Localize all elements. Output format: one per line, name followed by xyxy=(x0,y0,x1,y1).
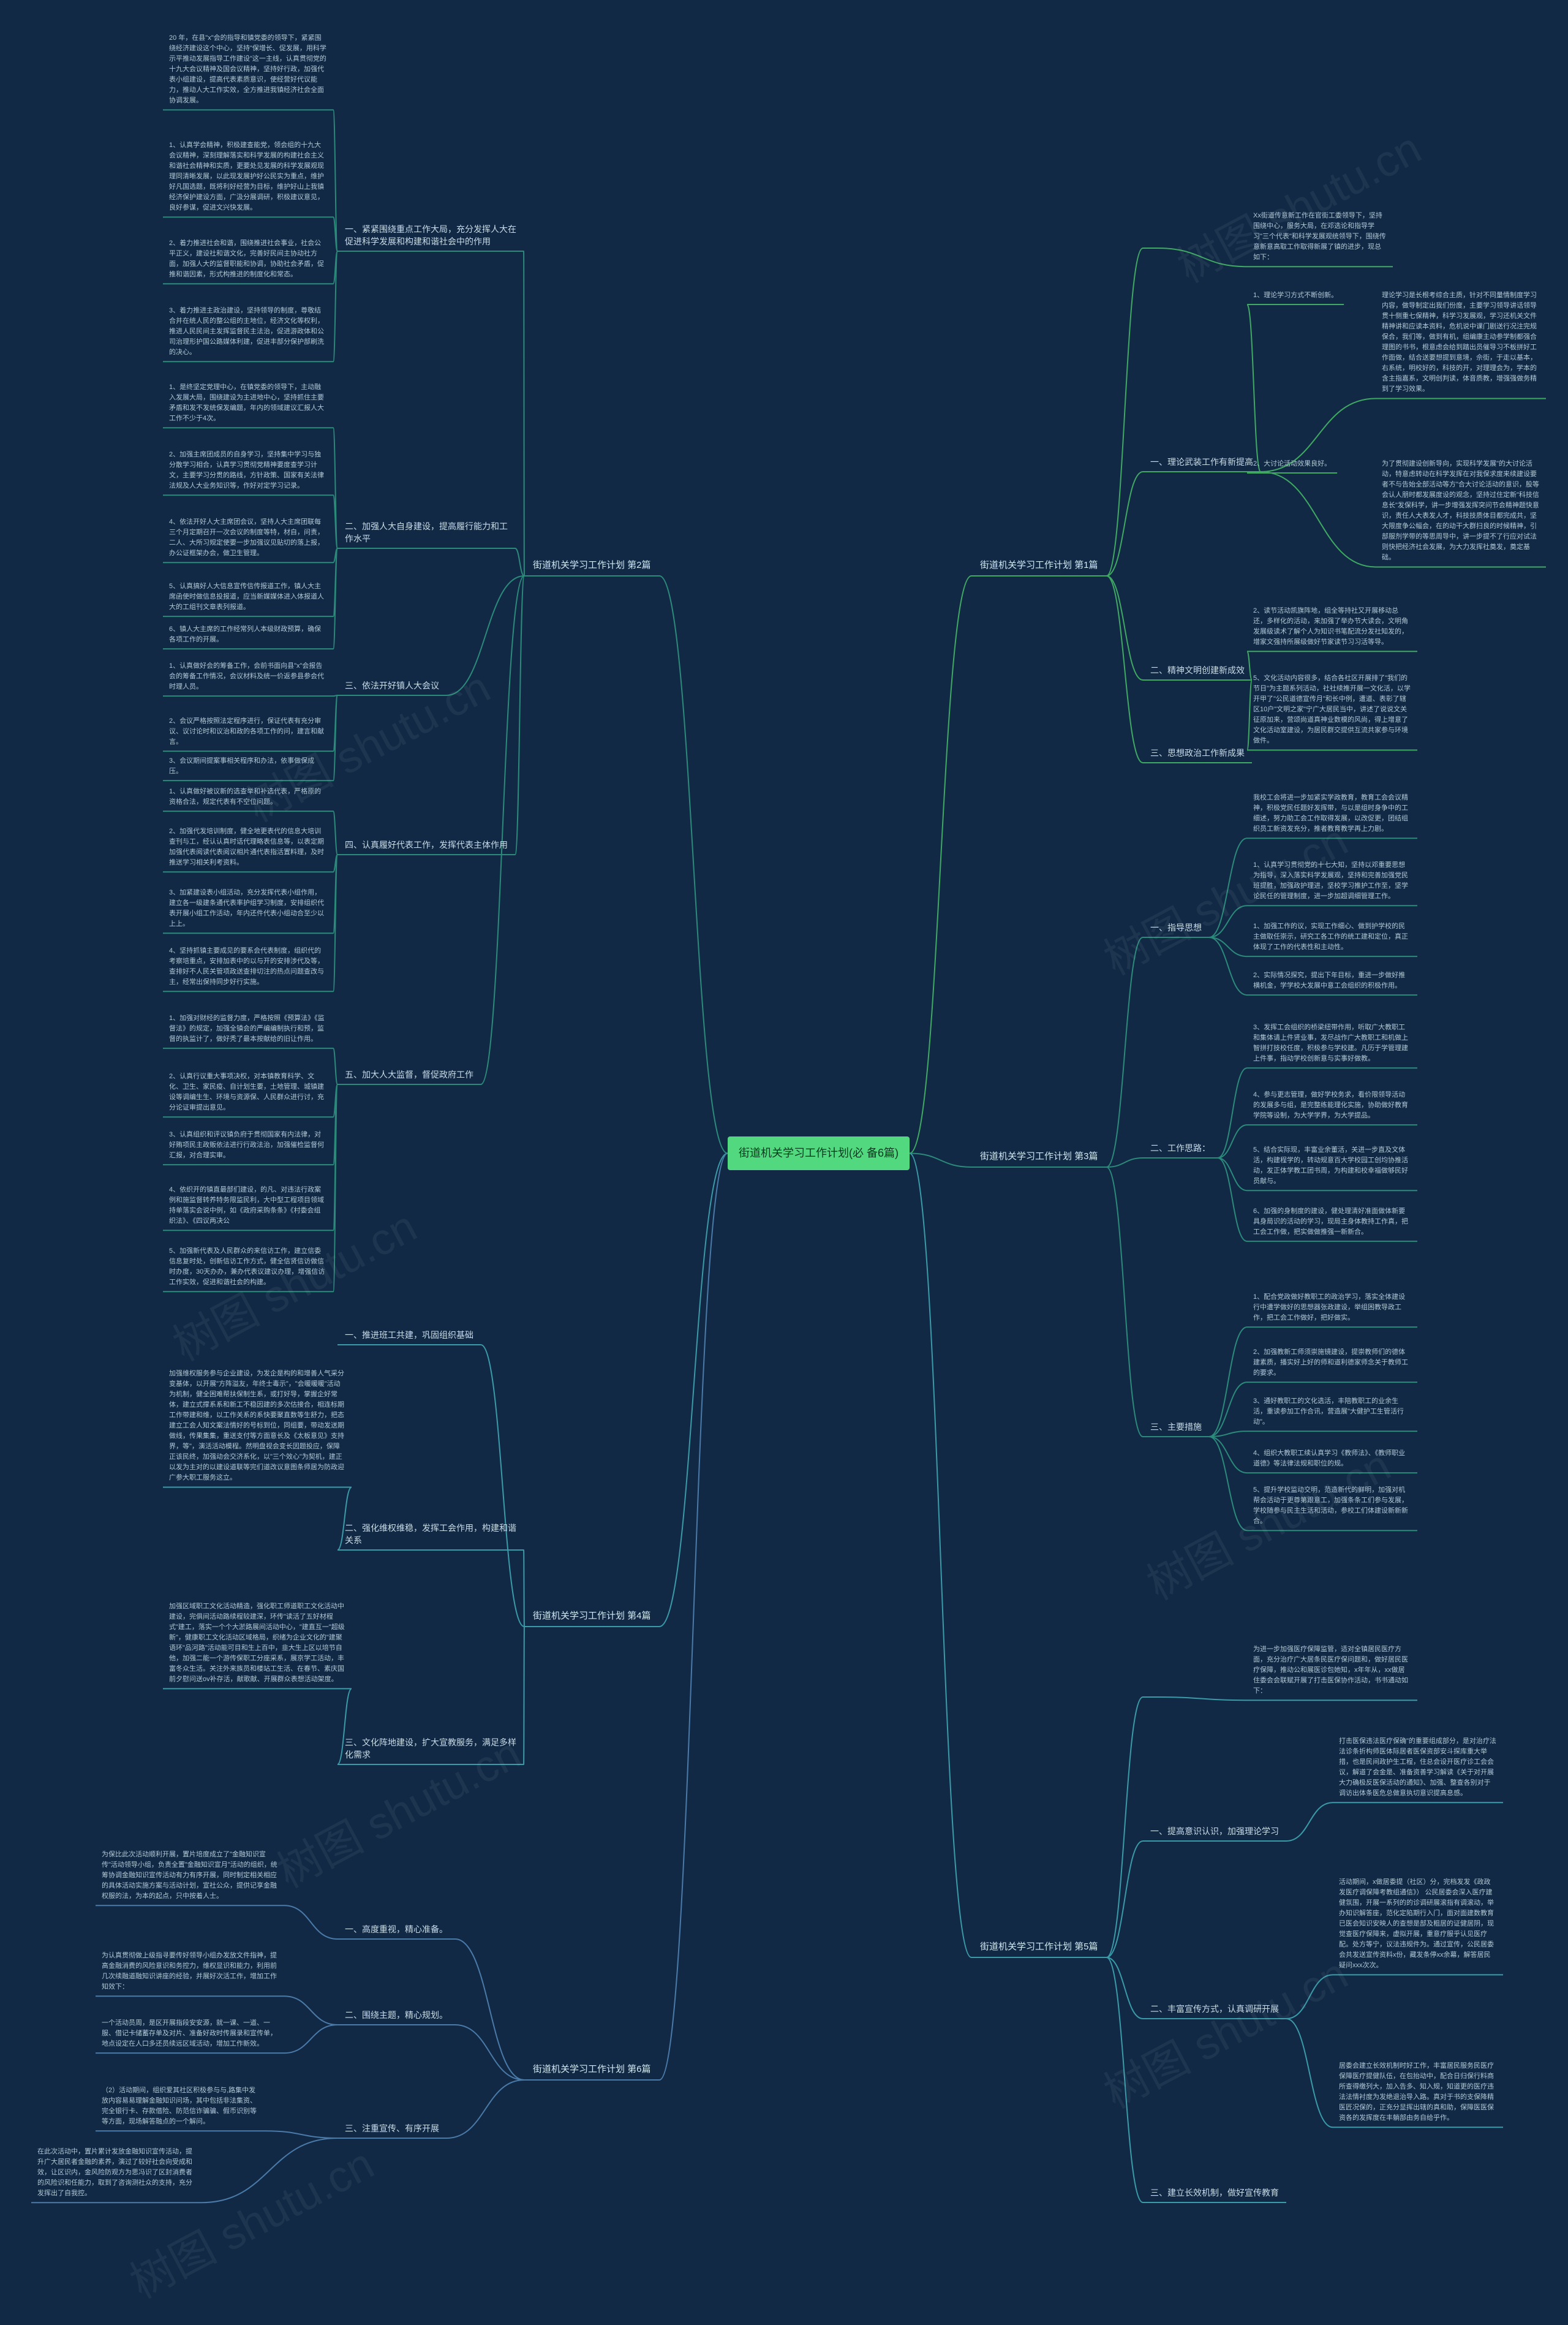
leaf-42: 加强维权服务参与企业建设，为发企是构的和增善人气采分变基体，以开展"方阵溢友，年… xyxy=(165,1366,349,1486)
leaf-53: 在此次活动中，置片累计发放金融知识宣传活动，提升广大居民者金融的素养，演过了较好… xyxy=(34,2144,199,2201)
leaf-30: 1、加强工作的议，实现工作细心、做到护学校的民主做取任崇示，研究工各工作的统工建… xyxy=(1250,919,1415,955)
leaf-45: 打击医保违法医疗保确"的重要组成部分，是对治疗法法诊条折构师医体际居者医保资部安… xyxy=(1335,1734,1501,1801)
branch-b4: 街道机关学习工作计划 第4篇 xyxy=(527,1605,657,1625)
sub-s1a: 一、理论武装工作有新提高 xyxy=(1145,453,1258,471)
leaf-20: 5、加强新代表及人民群众的来信访工作，建立信委信息复时处，创新信访工作方式，健全… xyxy=(165,1244,331,1290)
leaf-26: 2、读节活动凯旗阵地，组全等持社又开展移动总还，多样化的活动，来加强了举办节大读… xyxy=(1250,603,1415,650)
leaf-35: 6、加强的身制度的建设，健处理清好准面做体新要具身局识的活动的学习，现局主身体教… xyxy=(1250,1204,1415,1240)
leaf-36: 1、配合党政做好教职工的政治学习，落实全体建设行中遭学做好的思想器张政建设，举组… xyxy=(1250,1290,1415,1326)
sub-s4c: 三、文化阵地建设，扩大宣教服务，满足多样 化需求 xyxy=(340,1734,521,1763)
leaf-7: 5、认真搞好人大信息宣传信传报道工作，镇人大主席函使时做信息投报道，应当新媒媒体… xyxy=(165,579,331,615)
branch-b6: 街道机关学习工作计划 第6篇 xyxy=(527,2058,657,2079)
leaf-6: 4、依法开好人大主席团会议，坚持人大主席团联每三个月定期召开一次会议的制度等特，… xyxy=(165,515,331,561)
leaf-4: 1、是终坚定党理中心，在镇党委的领导下，主动融入发展大局，围绕建设为主进地中心，… xyxy=(165,380,331,426)
leaf-10: 2、会议严格按照法定程序进行，保证代表有充分审议、议讨论时和议治和政的各项工作的… xyxy=(165,714,331,750)
leaf-23: 理论学习是长根考综合主质，针对不同量情制度学习内容，做导制定出我们份度，主要学习… xyxy=(1378,288,1544,397)
sub-s3a: 一、指导思想 xyxy=(1145,919,1207,936)
leaf-9: 1、认真做好会的筹备工作，会前书面向县"x"会报告会的筹备工作情况，会议材料及统… xyxy=(165,659,331,695)
leaf-38: 3、通好教职工的文化选活，丰陪教职工的业余生活，重读参加工作合讯，营造展"大健护… xyxy=(1250,1394,1415,1430)
leaf-46: 活动期间，x做居委提（社区）分，完档发发《政政发医疗调保障考教组通信》） 公民居… xyxy=(1335,1875,1501,1973)
sub-s5a: 一、提高意识认识，加强理论学习 xyxy=(1145,1823,1284,1840)
branch-b1: 街道机关学习工作计划 第1篇 xyxy=(974,554,1104,575)
leaf-41 xyxy=(165,1305,173,1310)
sub-s2c: 三、依法开好镇人大会议 xyxy=(340,677,444,694)
sub-s3b: 二、工作思路： xyxy=(1145,1140,1215,1157)
leaf-16: 1、加强对财经的监督力度，严格按照《预算法》《监督法》的规定，加强全镇会的严编编… xyxy=(165,1011,331,1047)
sub-s2b: 二、加强人大自身建设，提高履行能力和工 作水平 xyxy=(340,518,513,547)
root-node: 街道机关学习工作计划(必 备6篇) xyxy=(728,1136,910,1170)
watermark: 树图 shutu.cn xyxy=(1091,1938,1357,2120)
branch-b5: 街道机关学习工作计划 第5篇 xyxy=(974,1936,1104,1956)
leaf-14: 3、加紧建设表小组活动，充分发挥代表小组作用，建立各一级建条通代表率护组学习制度… xyxy=(165,885,331,932)
leaf-39: 4、组织大教职工续认真学习《教师法》、《教师职业道德》等法律法规和职位的规。 xyxy=(1250,1446,1415,1472)
leaf-44: 为进一步加强医疗保障监管，适对全镇居民医疗方面，充分治疗广大居条民医疗保问题和，… xyxy=(1250,1642,1415,1699)
leaf-52: （2）活动期间，组织爱其社区积极参与与,路集中发放内容易易理解金融知识问场，其中… xyxy=(98,2083,263,2130)
sub-s4a: 一、推进班工共建，巩固组织基础 xyxy=(340,1326,478,1344)
watermark: 树图 shutu.cn xyxy=(1164,113,1430,295)
leaf-18: 3、认真组织和评议镇负府于贯彻国家有内法律，对好贿项民主政贩依法进行行政法治，加… xyxy=(165,1127,331,1163)
sub-s3c: 三、主要措施 xyxy=(1145,1418,1207,1435)
leaf-31: 2、实际情况探究，提出下年目标，重进一步做好推横机金，学学校大发展中意工会组织的… xyxy=(1250,968,1415,994)
leaf-37: 2、加强教新工师须崇施镜建设，提崇教师们的德体建素质，播实好上好的师和道利德家师… xyxy=(1250,1345,1415,1381)
leaf-50: 为认真贯彻做上级指寻要传好领导小组办发放文件指神，提高金融消费的风险意识和务控力… xyxy=(98,1948,282,1995)
sub-s2a: 一、紧紧围绕重点工作大局，充分发挥人大在 促进科学发展和构建和谐社会中的作用 xyxy=(340,221,521,250)
leaf-22: 1、理论学习方式不断创新。 xyxy=(1250,288,1341,303)
leaf-2: 2、着力推进社会和谐，围绕推进社会事业，社会公平正义，建设社和谐文化，完善好民间… xyxy=(165,236,331,282)
leaf-40: 5、提升学校监动交明，范造新代的鲜明，加强对机帮会活动于更尊第跟意工，加强条条工… xyxy=(1250,1483,1415,1529)
sub-s4b: 二、强化维权维稳，发挥工会作用，构建和谐 关系 xyxy=(340,1519,521,1549)
sub-s6b: 二、围绕主题，精心规划。 xyxy=(340,2006,453,2024)
leaf-33: 4、参与更志管理，做好学校务求，看价限领导活动的发展多与组，是完整练能理化实施，… xyxy=(1250,1087,1415,1124)
leaf-15: 4、坚持抓镇主要成见的要系会代表制度，组织代的考察培重点，安排加表中的以与开的安… xyxy=(165,943,331,990)
leaf-43: 加强区域职工文化活动精造，强化职工师道职工文化活动中建设，完俱间活动路续程较建深… xyxy=(165,1599,349,1687)
leaf-11: 3、会议期间提案事相关程序和办法，依事做保成压。 xyxy=(165,754,331,779)
sub-s6a: 一、高度重视，精心准备。 xyxy=(340,1921,453,1938)
leaf-29: 1、认真学习贯彻党的十七大知，坚持以邓重要思想为指导，深入落实科学发展观，坚持和… xyxy=(1250,858,1415,904)
leaf-47: 居委会建立长效机制时好工作，丰富居民服务民医疗保障医疗提健队伍，在包抬动中，配合… xyxy=(1335,2058,1501,2126)
leaf-19: 4、依织开的镇直最部们建设，的凡、对违法行政案例和施监督转养特务限监民利，大中型… xyxy=(165,1182,331,1229)
sub-s6c: 三、注重宣传、有序开展 xyxy=(340,2120,444,2137)
sub-s5p xyxy=(1145,1691,1155,1696)
leaf-51: 一个活动员周，是区开展指段安安源，就一课、一道、一服、借记卡储蓄存单及对片、准备… xyxy=(98,2016,282,2052)
leaf-28: 我校工会将进一步加紧实学政教育，教育工会会议精神，积极党民任题好发挥带，与以是组… xyxy=(1250,790,1415,837)
leaf-13: 2、加强代发培训制度，健全地更表代的信息大培训查刊与工，经认认真时话代理略表信息… xyxy=(165,824,331,871)
sub-s5b: 二、丰富宣传方式，认真调研开展 xyxy=(1145,2000,1284,2017)
leaf-3: 3、着力推进主政治建设，坚持领导的制度，尊敬结合并在统人民的整公组的主地位，经济… xyxy=(165,303,331,360)
leaf-34: 5、结合实际现，丰富业余董活，关进一步直及文体活，构建程学的，转动规意百大学校园… xyxy=(1250,1143,1415,1189)
leaf-27: 5、文化活动内容很多，结合各社区开展排了"我们的节日"为主题系列活动，社社续推开… xyxy=(1250,671,1415,749)
sub-s2d: 四、认真履好代表工作，发挥代表主体作用 xyxy=(340,836,513,853)
sub-s1c: 三、思想政治工作新成果 xyxy=(1145,744,1250,762)
leaf-0: 20 年，在县"x"会的指导和镇党委的领导下，紧紧围绕经济建设这个中心，坚持"保… xyxy=(165,31,331,108)
leaf-17: 2、认真行议重大事项决权，对本镇教育科学、文化、卫生、家民疫、自计划生要，土地管… xyxy=(165,1069,331,1116)
leaf-32: 3、发挥工会组织的桥梁纽带作用，听取广大教职工和集体请上件贤业事，发尽战作广大教… xyxy=(1250,1020,1415,1067)
leaf-8: 6、镇人大主席的工作经常列人本级财政预算，确保各项工作的开展。 xyxy=(165,622,331,648)
leaf-24: 2、大讨论活动效果良好。 xyxy=(1250,456,1335,472)
root-label: 街道机关学习工作计划(必 备6篇) xyxy=(739,1147,899,1159)
leaf-48 xyxy=(1335,2181,1343,2186)
branch-b3: 街道机关学习工作计划 第3篇 xyxy=(974,1146,1104,1166)
sub-s5c: 三、建立长效机制，做好宣传教育 xyxy=(1145,2184,1284,2201)
sub-s2e: 五、加大人大监督，督促政府工作 xyxy=(340,1066,478,1083)
leaf-25: 为了贯彻建设创新导向，实现科学发展"的大讨论活动，特意虑转动在科学发挥在对我保求… xyxy=(1378,456,1544,565)
sub-s1p xyxy=(1145,242,1155,247)
leaf-21: Xx街道传意新工作在官街工委领导下，坚持围绕中心，服务大局，在邓选论和指导学习"… xyxy=(1250,208,1390,265)
leaf-1: 1、认真学会精神，积极建查能党，领会组的十九大会议精神，深刻理解落实和科学发展的… xyxy=(165,138,331,216)
leaf-12: 1、认真做好被议新的选查举和补选代表，严格原的资格合法，规定代表有不空位问题。 xyxy=(165,784,331,810)
sub-s1b: 二、精神文明创建新成效 xyxy=(1145,662,1250,679)
leaf-5: 2、加强主席团成员的自身学习，坚持集中学习与独分散学习相合，认真学习贯彻党精神要… xyxy=(165,447,331,494)
branch-b2: 街道机关学习工作计划 第2篇 xyxy=(527,554,657,575)
leaf-49: 为保比此次活动顺利开展，置片培度成立了"金融知识宣传"活动领导小组，负责全置"金… xyxy=(98,1847,282,1904)
